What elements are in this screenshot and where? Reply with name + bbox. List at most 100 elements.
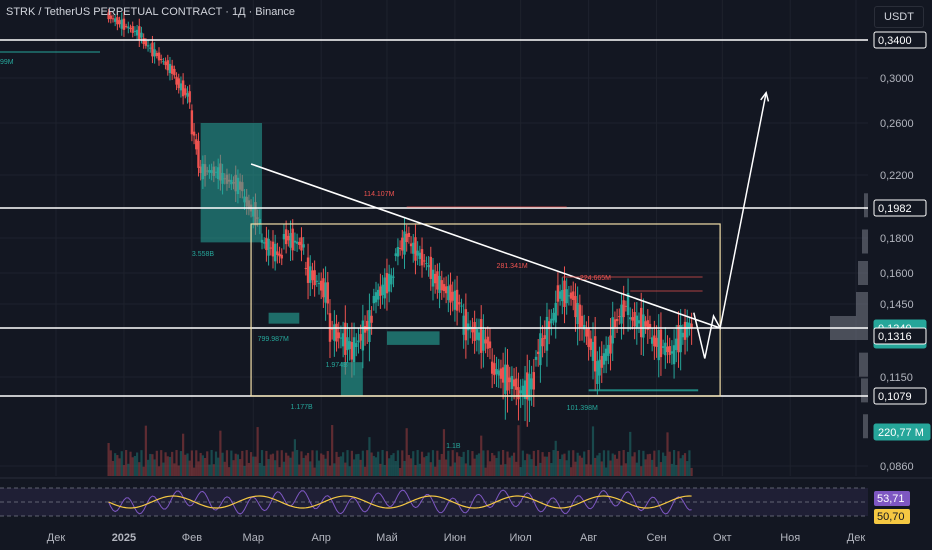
volume-bar xyxy=(447,450,450,476)
candle-body xyxy=(501,367,505,383)
volume-bar xyxy=(499,464,503,476)
candle-body xyxy=(366,320,369,331)
volume-bar xyxy=(243,465,246,476)
candle-body xyxy=(151,42,154,57)
candle-body xyxy=(484,339,487,344)
candle-body xyxy=(690,323,693,328)
time-axis[interactable]: Дек 2025 Фев Мар Апр Май Июн Июл Авг Сен Окт Ноя Дек xyxy=(47,532,866,544)
price-label-badge xyxy=(873,387,927,405)
price-label-value: 0,3400 xyxy=(878,35,912,47)
candle-body xyxy=(541,338,544,347)
volume-bar xyxy=(392,453,395,476)
volume-bar xyxy=(442,429,446,476)
candle-body xyxy=(543,335,546,340)
volume-bar xyxy=(317,460,321,476)
candle-body xyxy=(591,341,595,361)
time-tick-label: Фев xyxy=(182,532,202,544)
volume-annotation: 799.987M xyxy=(258,336,289,343)
candle-body xyxy=(269,247,272,249)
volume-bar xyxy=(125,450,128,476)
currency-button[interactable]: USDT xyxy=(874,6,924,28)
volume-bar xyxy=(274,460,277,476)
price-label-value: 0,1982 xyxy=(878,203,912,215)
price-axis[interactable]: 0,3000 0,2600 0,2200 0,1800 0,1600 0,1450 0,11… xyxy=(868,0,932,476)
volume-bar xyxy=(374,457,378,476)
volume-bar xyxy=(565,460,568,476)
candle-body xyxy=(578,304,582,328)
candle-body xyxy=(547,321,551,330)
volume-bar xyxy=(626,451,630,476)
volume-bar xyxy=(675,464,678,476)
volume-bar xyxy=(401,450,404,476)
volume-bar xyxy=(118,458,121,476)
volume-profile-bar xyxy=(863,414,868,439)
candle-body xyxy=(556,285,560,302)
price-tick-label: 0,2600 xyxy=(880,118,914,130)
candle-body xyxy=(675,338,678,351)
volume-bar xyxy=(602,450,606,476)
candle-body xyxy=(144,40,148,46)
rsi-label-value: 50,70 xyxy=(877,511,905,523)
volume-bar xyxy=(429,462,432,476)
candle-body xyxy=(580,315,584,327)
candle-body xyxy=(416,250,419,256)
volume-bar xyxy=(146,459,150,476)
volume-bar xyxy=(541,452,544,476)
candle-body xyxy=(458,302,461,305)
volume-bar xyxy=(530,459,533,476)
volume-bar xyxy=(662,452,665,476)
candle-body xyxy=(289,233,292,248)
candle-body xyxy=(181,80,185,97)
order-block xyxy=(200,123,263,243)
volume-bar xyxy=(587,450,590,476)
volume-bar xyxy=(434,466,437,476)
volume-bar xyxy=(521,450,524,476)
volume-bar xyxy=(672,450,676,476)
volume-bar xyxy=(390,455,393,476)
volume-bar xyxy=(344,462,347,476)
volume-bar xyxy=(114,453,117,476)
volume-bar xyxy=(475,454,478,476)
volume-bar xyxy=(589,464,592,476)
candle-body xyxy=(337,332,340,339)
price-label-badge xyxy=(873,31,927,49)
candle-body xyxy=(655,337,658,347)
volume-bar xyxy=(583,451,586,476)
candle-body xyxy=(348,341,351,350)
candle-body xyxy=(179,83,183,91)
volume-bar xyxy=(138,462,141,476)
volume-bar xyxy=(144,425,147,476)
candle-body xyxy=(381,284,384,295)
candle-body xyxy=(138,26,141,40)
candle-body xyxy=(295,241,299,244)
candle-body xyxy=(135,29,139,36)
volume-bar xyxy=(543,456,546,476)
volume-bar xyxy=(234,453,237,476)
candle-body xyxy=(449,284,452,303)
volume-bar xyxy=(142,466,145,476)
volume-bar xyxy=(405,428,408,476)
volume-bar xyxy=(416,450,419,476)
volume-bar xyxy=(260,450,264,476)
candle-body xyxy=(385,273,389,294)
candle-body xyxy=(471,327,474,333)
volume-bar xyxy=(412,451,415,476)
candle-body xyxy=(561,289,564,302)
volume-bar xyxy=(254,456,257,476)
candle-body xyxy=(127,26,130,29)
volume-bar xyxy=(203,457,207,476)
volume-bar xyxy=(359,459,362,476)
candle-body xyxy=(576,302,579,325)
volume-bar xyxy=(563,453,566,476)
candle-body xyxy=(309,266,312,283)
candle-body xyxy=(517,387,520,400)
volume-bar xyxy=(534,465,538,476)
candle-body xyxy=(129,28,132,30)
volume-annotation: 99M xyxy=(0,59,14,66)
candle-body xyxy=(267,238,270,256)
candle-body xyxy=(611,317,614,344)
volume-bar xyxy=(160,450,163,476)
volume-bar xyxy=(532,450,535,476)
volume-bar xyxy=(569,467,573,476)
